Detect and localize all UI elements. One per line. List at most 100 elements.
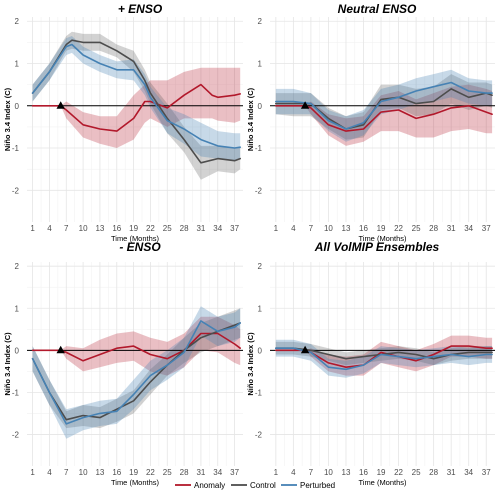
x-tick-label: 34 <box>213 224 222 233</box>
panel-1: + ENSO 1 4 7 10 13 16 19 22 25 28 31 34 37 -2 -1 0 1 2 Time… <box>3 2 243 243</box>
eruption-marker <box>56 101 65 109</box>
panel-3: - ENSO 1 4 7 10 13 16 19 22 25 28 31 34 37 -2 -1 0 1 2 Time… <box>3 240 243 487</box>
x-axis-label: Time (Months) <box>111 478 160 487</box>
y-tick-label: 0 <box>15 346 20 355</box>
band-anomaly <box>275 84 493 146</box>
band-control <box>32 308 241 429</box>
x-tick-label: 37 <box>482 468 491 477</box>
x-tick-label: 10 <box>79 468 88 477</box>
x-tick-label: 34 <box>213 468 222 477</box>
x-tick-label: 22 <box>394 468 403 477</box>
y-tick-label: 0 <box>15 102 20 111</box>
legend-label: Control <box>250 481 276 490</box>
y-tick-label: 1 <box>258 59 263 68</box>
x-tick-label: 7 <box>64 468 69 477</box>
x-tick-label: 28 <box>429 224 438 233</box>
x-tick-label: 31 <box>447 224 456 233</box>
y-axis-label: Niño 3.4 Index (C) <box>246 87 255 151</box>
x-tick-label: 10 <box>324 224 333 233</box>
eruption-marker <box>300 101 310 109</box>
legend-item-anomaly: Anomaly <box>175 481 225 490</box>
x-tick-label: 19 <box>129 224 138 233</box>
x-tick-label: 1 <box>274 224 279 233</box>
x-tick-label: 4 <box>291 468 296 477</box>
x-tick-label: 19 <box>377 224 386 233</box>
y-tick-label: -1 <box>255 388 263 397</box>
band-perturbed <box>275 339 493 378</box>
y-tick-label: 0 <box>258 102 263 111</box>
y-tick-label: 1 <box>15 304 20 313</box>
line-control <box>31 322 241 421</box>
x-tick-label: 1 <box>30 224 35 233</box>
x-tick-label: 7 <box>309 224 314 233</box>
x-tick-label: 10 <box>79 224 88 233</box>
x-tick-label: 1 <box>274 468 279 477</box>
x-tick-label: 25 <box>412 468 421 477</box>
panel-title: Neutral ENSO <box>338 2 417 16</box>
x-tick-label: 19 <box>129 468 138 477</box>
band-control <box>275 74 493 140</box>
x-tick-label: 34 <box>464 468 473 477</box>
y-tick-label: -1 <box>12 144 20 153</box>
x-tick-label: 4 <box>47 224 52 233</box>
legend: Anomaly Control Perturbed <box>175 481 335 490</box>
y-axis-label: Niño 3.4 Index (C) <box>246 332 255 396</box>
x-tick-label: 1 <box>30 468 35 477</box>
legend-label: Perturbed <box>300 481 335 490</box>
x-tick-label: 4 <box>47 468 52 477</box>
panel-2: Neutral ENSO 1 4 7 10 13 16 19 22 25 28 31 34 37 -2 -1 0… <box>246 2 495 243</box>
x-tick-label: 34 <box>464 224 473 233</box>
y-tick-label: -1 <box>255 144 263 153</box>
y-tick-label: -2 <box>255 430 263 439</box>
x-tick-label: 13 <box>95 224 104 233</box>
eruption-marker <box>56 345 65 354</box>
x-tick-label: 37 <box>230 224 239 233</box>
x-tick-label: 16 <box>112 224 121 233</box>
line-control <box>31 39 241 164</box>
x-tick-label: 25 <box>412 224 421 233</box>
line-perturbed <box>274 347 493 371</box>
x-tick-label: 28 <box>429 468 438 477</box>
x-tick-label: 19 <box>377 468 386 477</box>
eruption-marker <box>300 345 310 354</box>
panel-title: All VolMIP Ensembles <box>314 240 440 254</box>
x-tick-label: 13 <box>342 224 351 233</box>
x-axis-label: Time (Months) <box>111 234 160 243</box>
legend-item-perturbed: Perturbed <box>281 481 335 490</box>
y-tick-label: 2 <box>258 262 263 271</box>
line-perturbed <box>31 43 241 149</box>
line-perturbed <box>274 81 493 130</box>
x-tick-label: 16 <box>359 468 368 477</box>
x-tick-label: 7 <box>64 224 69 233</box>
x-tick-label: 22 <box>394 224 403 233</box>
line-perturbed <box>31 320 241 425</box>
y-tick-label: -1 <box>12 388 20 397</box>
band-anomaly <box>32 67 241 148</box>
panel-4: All VolMIP Ensembles 1 4 7 10 13 16 19 22 25 28 31 3… <box>246 240 495 487</box>
x-tick-label: 31 <box>447 468 456 477</box>
y-tick-label: 1 <box>258 304 263 313</box>
band-perturbed <box>32 36 241 161</box>
x-tick-label: 28 <box>180 468 189 477</box>
y-tick-label: 2 <box>15 17 20 26</box>
y-tick-label: -2 <box>12 430 20 439</box>
x-tick-label: 13 <box>342 468 351 477</box>
band-control <box>32 31 241 180</box>
y-axis-label: Niño 3.4 Index (C) <box>3 87 12 151</box>
legend-label: Anomaly <box>194 481 225 490</box>
y-tick-label: -2 <box>12 186 20 195</box>
y-tick-label: -2 <box>255 186 263 195</box>
line-control <box>274 347 493 360</box>
x-tick-label: 28 <box>180 224 189 233</box>
x-tick-label: 22 <box>146 224 155 233</box>
x-axis-label: Time (Months) <box>358 234 407 243</box>
x-tick-label: 37 <box>482 224 491 233</box>
x-tick-label: 10 <box>324 468 333 477</box>
x-axis-label: Time (Months) <box>358 478 407 487</box>
band-perturbed <box>32 306 241 439</box>
y-axis-label: Niño 3.4 Index (C) <box>3 332 12 396</box>
y-tick-label: 2 <box>15 262 20 271</box>
x-tick-label: 7 <box>309 468 314 477</box>
x-tick-label: 16 <box>359 224 368 233</box>
